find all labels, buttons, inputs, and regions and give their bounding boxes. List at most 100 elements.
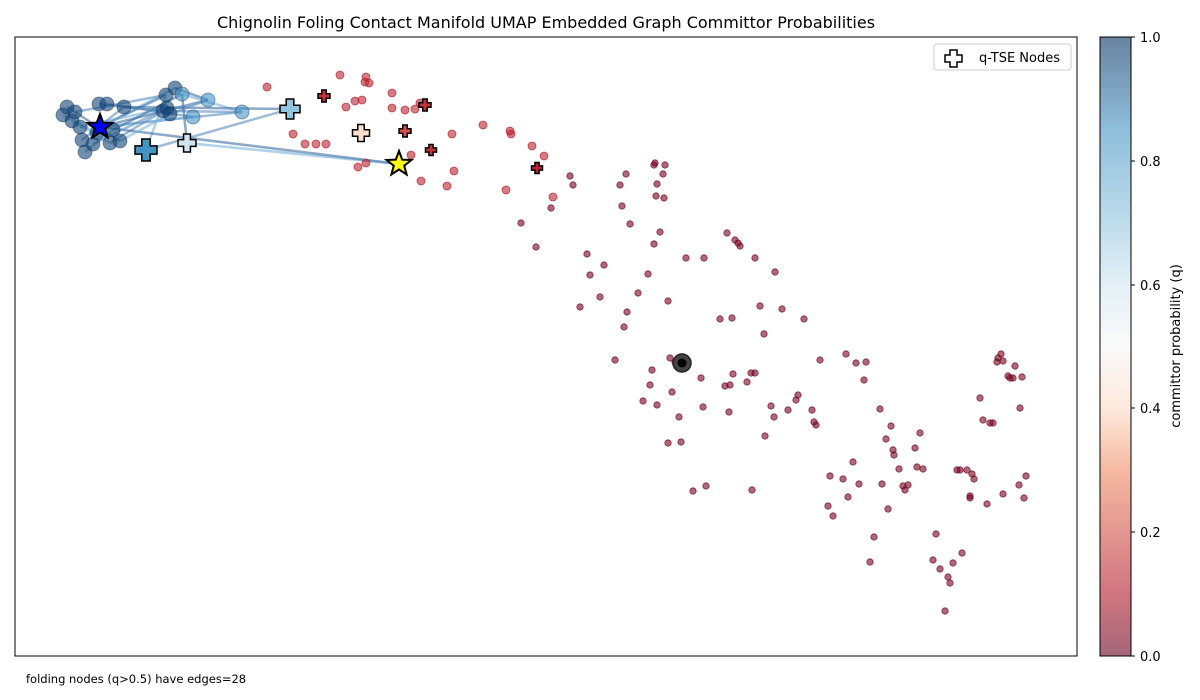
folded-node: [174, 86, 190, 102]
unfolded-node: [634, 289, 642, 297]
center-dot-icon: [677, 358, 687, 368]
unfolded-node: [844, 493, 852, 501]
unfolded-node: [596, 293, 604, 301]
unfolded-node: [639, 397, 647, 405]
unfolded-node: [919, 465, 927, 473]
unfolded-node: [748, 486, 756, 494]
unfolded-node: [666, 354, 674, 362]
unfolded-node: [527, 141, 537, 151]
unfolded-node: [728, 314, 736, 322]
unfolded-node: [855, 480, 863, 488]
plot-area: [14, 36, 1078, 657]
unfolded-node: [983, 500, 991, 508]
unfolded-node: [623, 308, 631, 316]
unfolded-node: [1022, 472, 1030, 480]
unfolded-node: [501, 185, 511, 195]
unfolded-node: [547, 204, 555, 212]
unfolded-node: [1015, 481, 1023, 489]
unfolded-node: [878, 480, 886, 488]
unfolded-node: [675, 413, 683, 421]
unfolded-node: [729, 370, 737, 378]
unfolded-node: [586, 271, 594, 279]
unfolded-node: [659, 170, 667, 178]
unfolded-node: [929, 556, 937, 564]
unfolded-node: [364, 78, 374, 88]
unfolded-node: [622, 170, 630, 178]
unfolded-node: [311, 139, 321, 149]
unfolded-node: [517, 219, 525, 227]
transition-star-icon: [383, 148, 415, 177]
unfolded-node: [870, 533, 878, 541]
unfolded-node: [650, 240, 658, 248]
unfolded-node: [760, 330, 768, 338]
unfolded-node: [800, 315, 808, 323]
unfolded-node: [756, 302, 764, 310]
colorbar-label: committor probability (q): [1169, 264, 1184, 428]
unfolded-node: [682, 254, 690, 262]
unfolded-node: [689, 487, 697, 495]
unfolded-node: [616, 181, 624, 189]
special-markers: [84, 111, 692, 373]
folded-node: [200, 92, 216, 108]
unfolded-node: [677, 438, 685, 446]
unfolded-node: [566, 172, 574, 180]
edge: [145, 107, 291, 152]
unfolded-node: [884, 505, 892, 513]
folded-node: [72, 119, 88, 135]
unfolded-node: [812, 421, 820, 429]
unfolded-node: [1016, 404, 1024, 412]
tse-node-plus-icon: [351, 123, 371, 143]
unfolded-node: [941, 607, 949, 615]
colorbar-tick: 1.0: [1140, 31, 1161, 46]
unfolded-node: [890, 451, 898, 459]
unfolded-node: [816, 356, 824, 364]
unfolded-node: [743, 378, 751, 386]
tse-node-plus-icon: [177, 133, 197, 153]
unfolded-node: [723, 229, 731, 237]
colorbar-gradient: [1099, 36, 1132, 657]
unfolded-node: [979, 416, 987, 424]
unfolded-node: [913, 463, 921, 471]
unfolded-node: [335, 70, 345, 80]
unfolded-node: [999, 490, 1007, 498]
edge: [99, 93, 167, 129]
unfolded-node: [866, 558, 874, 566]
unfolded-node: [626, 220, 634, 228]
unfolded-node: [761, 432, 769, 440]
unfolded-node: [1011, 362, 1019, 370]
unfolded-node: [387, 103, 397, 113]
colorbar-tick: 0.8: [1140, 155, 1161, 170]
unfolded-node: [618, 202, 626, 210]
unfolded-node: [839, 475, 847, 483]
unfolded-node: [784, 406, 792, 414]
unfolded-node: [700, 254, 708, 262]
unfolded-node: [569, 181, 577, 189]
unfolded-node: [949, 559, 957, 567]
unfolded-node: [944, 573, 952, 581]
unfolded-node: [976, 394, 984, 402]
unfolded-node: [767, 402, 775, 410]
unfolded-node: [653, 401, 661, 409]
unfolded-node: [736, 242, 744, 250]
unfolded-node: [600, 261, 608, 269]
unfolded-node: [932, 530, 940, 538]
unfolded-node: [478, 120, 488, 130]
folded-node: [99, 96, 115, 112]
unfolded-node: [400, 105, 410, 115]
tse-node-plus-icon: [530, 161, 544, 175]
unfolded-node: [808, 406, 816, 414]
unfolded-node: [653, 180, 661, 188]
unfolded-node: [989, 419, 997, 427]
unfolded-node: [668, 388, 676, 396]
unfolded-node: [664, 439, 672, 447]
tse-node-plus-icon: [418, 98, 432, 112]
unfolded-node: [1018, 373, 1026, 381]
unfolded-node: [300, 139, 310, 149]
unfolded-node: [661, 161, 669, 169]
unfolded-node: [956, 466, 964, 474]
unfolded-node: [416, 176, 426, 186]
unfolded-node: [1009, 374, 1017, 382]
tse-node-plus-icon: [317, 89, 331, 103]
unfolded-node: [656, 228, 664, 236]
unfolded-node: [699, 403, 707, 411]
